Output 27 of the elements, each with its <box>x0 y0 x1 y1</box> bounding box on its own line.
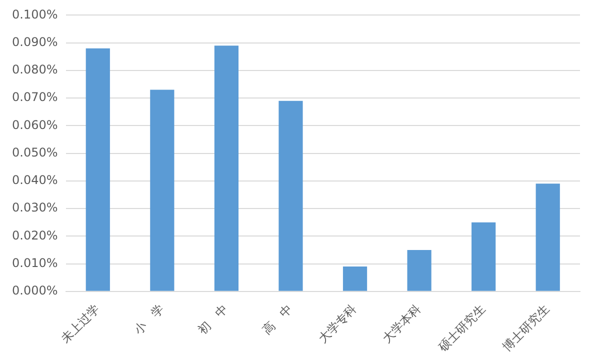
y-tick-label: 0.050% <box>12 145 58 160</box>
y-tick-label: 0.020% <box>12 228 58 242</box>
y-tick-label: 0.000% <box>12 284 58 298</box>
x-tick-label: 硕士研究生 <box>434 302 488 355</box>
y-tick-label: 0.060% <box>12 118 58 132</box>
bar <box>150 90 174 291</box>
x-tick-label: 小 学 <box>131 302 167 338</box>
y-tick-label: 0.100% <box>12 7 58 22</box>
bar <box>472 222 496 291</box>
bar <box>407 250 432 291</box>
y-tick-label: 0.080% <box>12 62 58 77</box>
x-tick-label: 博士研究生 <box>500 302 552 354</box>
x-tick-label: 高 中 <box>260 302 296 338</box>
x-tick-label: 初 中 <box>195 302 231 338</box>
y-tick-label: 0.090% <box>12 34 58 49</box>
y-tick-label: 0.070% <box>12 90 58 104</box>
y-tick-label: 0.040% <box>12 173 58 188</box>
bar <box>278 100 303 291</box>
x-tick-label: 大学本科 <box>380 302 424 346</box>
y-tick-label: 0.010% <box>12 256 58 270</box>
x-tick-label: 未上过学 <box>58 302 102 346</box>
bar <box>86 48 110 291</box>
bar <box>214 46 239 291</box>
x-tick-label: 大学专科 <box>316 302 360 346</box>
y-tick-label: 0.030% <box>12 200 58 215</box>
bar <box>536 184 560 291</box>
bar <box>342 266 368 291</box>
